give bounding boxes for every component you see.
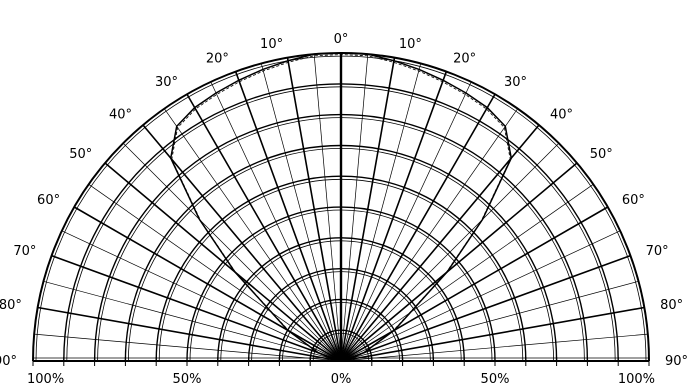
spoke-minor-45 [340,142,560,362]
spoke--30 [186,93,342,362]
spoke--40 [142,124,342,362]
spoke-minor-25 [340,81,472,362]
spoke-80 [340,306,645,362]
spoke-minor--5 [313,54,342,362]
radial-label-4: 100% [618,372,655,387]
spoke-40 [340,124,540,362]
angle-label-left-60: 60° [37,193,60,208]
spoke-minor--55 [88,184,342,362]
angle-label-right-10: 10° [399,37,422,52]
chart-baseline [32,357,650,366]
angle-label-left-80: 80° [0,298,22,313]
spoke-minor-65 [340,230,621,362]
angle-label-right-40: 40° [550,107,573,122]
angle-label-right-70: 70° [646,244,669,259]
angle-tick-labels: 90° 80° 70° 60° 50° 40° 30° 20° 10° 0° 10° 20° 30° 40… [0,32,688,369]
spoke-minor-35 [340,108,518,362]
spoke-70 [340,254,631,362]
spoke-10 [340,57,396,362]
spoke--50 [104,162,342,362]
spoke-minor-55 [340,184,594,362]
angle-label-left-30: 30° [155,75,178,90]
radiation-pattern-curves [169,52,513,362]
spoke--60 [73,206,342,362]
angle-label-right-20: 20° [453,51,476,66]
spoke-minor-75 [340,280,639,362]
spoke-minor--25 [210,81,342,362]
spoke-30 [340,93,496,362]
radial-label-2: 0% [331,372,352,387]
angle-label-left-20: 20° [206,51,229,66]
spoke-minor-85 [340,333,648,362]
radial-label-3: 50% [481,372,510,387]
spoke--70 [51,254,342,362]
angle-label-right-50: 50° [590,147,613,162]
angular-grid-spokes [34,53,648,362]
spoke-minor--75 [43,280,342,362]
angle-label-right-60: 60° [622,193,645,208]
angle-label-left-50: 50° [69,147,92,162]
radial-label-1: 50% [173,372,202,387]
angle-label-right-90: 90° [665,354,688,369]
spoke-minor-15 [340,63,422,362]
angle-label-right-80: 80° [660,298,683,313]
spoke--10 [286,57,342,362]
angle-label-left-10: 10° [260,37,283,52]
angle-label-left-90: 90° [0,354,17,369]
radial-label-0: 100% [27,372,64,387]
spoke-minor--15 [260,63,342,362]
spoke-minor--35 [164,108,342,362]
spoke-minor-5 [340,54,369,362]
pattern-curve-0-inner [171,54,511,362]
angle-label-left-40: 40° [109,107,132,122]
angle-label-right-30: 30° [504,75,527,90]
radial-tick-labels: 100% 50% 0% 50% 100% [27,372,655,387]
spoke--80 [37,306,342,362]
spoke-minor--65 [61,230,342,362]
spoke--20 [234,71,342,362]
spoke-minor--85 [34,333,342,362]
angle-label-right-0: 0° [334,32,349,47]
spoke-50 [340,162,578,362]
angle-label-left-70: 70° [13,244,36,259]
spoke-minor--45 [122,142,342,362]
spoke-20 [340,71,448,362]
spoke-60 [340,206,609,362]
